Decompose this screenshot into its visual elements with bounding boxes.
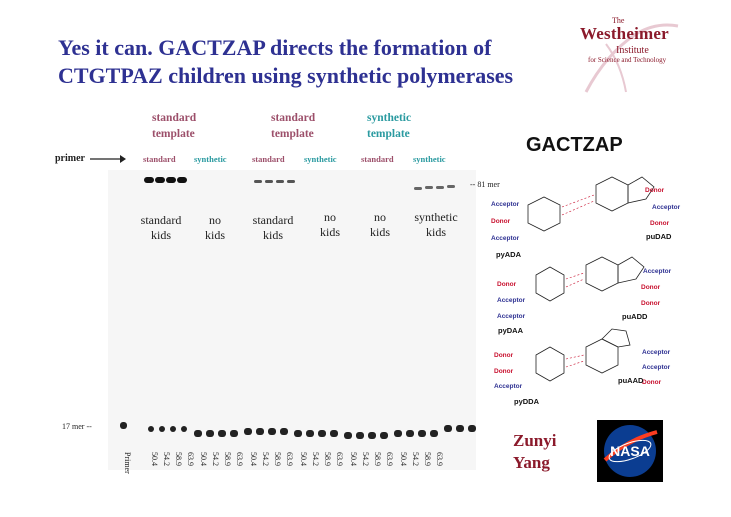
lane-number: 50.4: [349, 452, 358, 466]
title-line-1: Yes it can. GACTZAP directs the formatio…: [58, 35, 492, 60]
lane-number: 50.4: [299, 452, 308, 466]
chem-label: Donor: [641, 300, 661, 307]
lane-number: 58.9: [174, 452, 183, 466]
lane-group-label: synthetic: [304, 154, 337, 164]
chem-label: Donor: [645, 187, 665, 194]
lane-number: 50.4: [399, 452, 408, 466]
pair-name: pyDAA: [498, 326, 524, 335]
lane-group-label: synthetic: [194, 154, 227, 164]
chem-label: Donor: [491, 218, 511, 225]
lane-number: 54.2: [411, 452, 420, 466]
chem-label: Acceptor: [642, 364, 671, 371]
nasa-text: NASA: [610, 443, 650, 459]
lane-number: 54.2: [211, 452, 220, 466]
author-name: Zunyi Yang: [513, 431, 557, 472]
kids-label: standard kids: [252, 213, 294, 242]
chem-label: Acceptor: [491, 235, 520, 242]
base-pair-structures: [527, 176, 655, 382]
lane-number: 54.2: [162, 452, 171, 466]
chem-label: Acceptor: [642, 349, 671, 356]
chem-label: Donor: [497, 281, 517, 288]
chem-label: Donor: [494, 368, 514, 375]
chem-label: Acceptor: [643, 268, 672, 275]
lane-number: 63.9: [385, 452, 394, 466]
primer-arrow-icon: [90, 155, 126, 163]
chem-label: Acceptor: [497, 297, 526, 304]
pair-name: pyADA: [496, 250, 522, 259]
nasa-logo: NASA: [597, 420, 663, 482]
logo-institute: Institute: [616, 45, 649, 56]
lane-group-label: standard: [252, 154, 285, 164]
mer17-label: 17 mer --: [62, 422, 92, 431]
lane-number: Primer: [123, 452, 132, 474]
lane-number: 63.9: [285, 452, 294, 466]
lane-number: 54.2: [261, 452, 270, 466]
gel-image: [108, 170, 476, 470]
chem-label: Acceptor: [652, 204, 681, 211]
kids-label: no kids: [369, 210, 390, 239]
lane-number: 58.9: [223, 452, 232, 466]
lane-number: 63.9: [335, 452, 344, 466]
logo-the: The: [612, 16, 625, 25]
title-line-2: CTGTPAZ children using synthetic polymer…: [58, 63, 514, 88]
chem-label: Donor: [650, 220, 670, 227]
chem-label: Donor: [641, 284, 661, 291]
chem-label: Acceptor: [491, 201, 520, 208]
logo-subtitle: for Science and Technology: [588, 56, 667, 64]
lane-number: 58.9: [323, 452, 332, 466]
lane-number: 50.4: [249, 452, 258, 466]
lane-number: 50.4: [150, 452, 159, 466]
pair-name: pyDDA: [514, 397, 540, 406]
primer-label: primer: [55, 153, 85, 164]
kids-label: standard kids: [140, 213, 182, 242]
pair-name: puAAD: [618, 376, 644, 385]
pair-name: puDAD: [646, 232, 672, 241]
template-header-3: synthetic template: [367, 112, 412, 140]
logo-name: Westheimer: [580, 24, 669, 43]
kids-label: synthetic kids: [414, 210, 458, 239]
chem-label: Acceptor: [494, 383, 523, 390]
gactzap-heading: GACTZAP: [526, 134, 623, 156]
chem-label: Donor: [494, 352, 514, 359]
lane-number: 58.9: [273, 452, 282, 466]
kids-label: no kids: [204, 213, 225, 242]
lane-number: 63.9: [235, 452, 244, 466]
lane-number: 58.9: [373, 452, 382, 466]
lane-group-label: standard: [361, 154, 394, 164]
chem-label: Acceptor: [497, 313, 526, 320]
slide-title: Yes it can. GACTZAP directs the formatio…: [58, 34, 578, 90]
template-header-2: standard template: [271, 112, 316, 140]
mer81-label: -- 81 mer: [470, 180, 500, 189]
lane-group-label: standard: [143, 154, 176, 164]
lane-number: 54.2: [311, 452, 320, 466]
lane-group-label: synthetic: [413, 154, 446, 164]
lane-number: 58.9: [423, 452, 432, 466]
lane-number: 54.2: [361, 452, 370, 466]
template-header-1: standard template: [152, 112, 197, 140]
lane-number: 50.4: [199, 452, 208, 466]
westheimer-logo: [584, 23, 679, 93]
lane-number: 63.9: [186, 452, 195, 466]
kids-label: no kids: [319, 210, 340, 239]
lane-number: 63.9: [435, 452, 444, 466]
pair-name: puADD: [622, 312, 648, 321]
chem-label: Donor: [642, 379, 662, 386]
